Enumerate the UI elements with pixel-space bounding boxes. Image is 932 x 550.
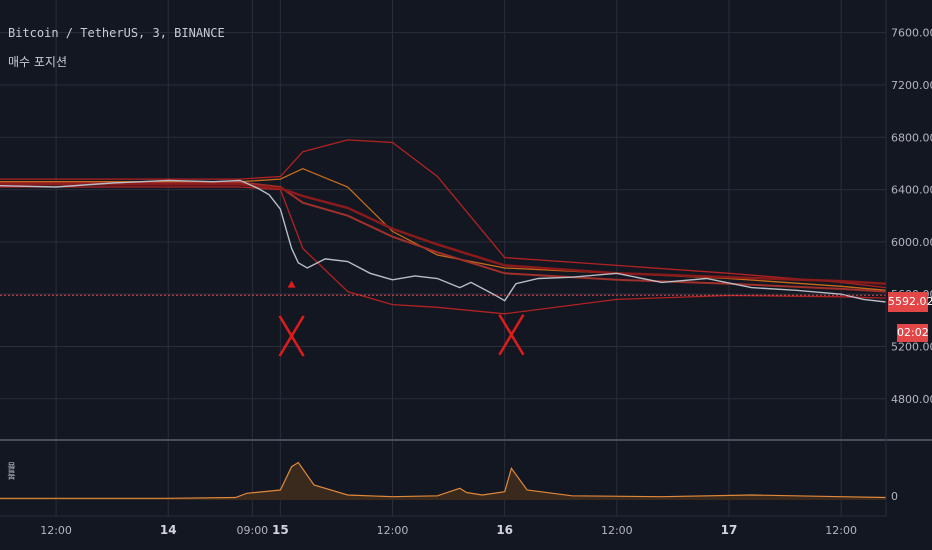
price-series — [0, 179, 887, 303]
series-band-upper — [0, 139, 887, 289]
series-ma-dark — [0, 183, 887, 285]
y-tick-label: 5200.00 — [891, 340, 932, 353]
indicator-title[interactable]: 매수 포지션 — [8, 55, 68, 69]
y-tick-label: 7200.00 — [891, 79, 932, 92]
x-tick-label: 09:00 — [236, 524, 268, 537]
x-tick-label: 17 — [721, 523, 738, 537]
volume-line — [0, 461, 887, 499]
y-tick-label: 6400.00 — [891, 184, 932, 197]
x-tick-label: 14 — [160, 523, 177, 537]
y-tick-label: 6000.00 — [891, 236, 932, 249]
x-axis[interactable]: 12:00 14 09:00 15 12:00 16 12:00 17 12:00 — [40, 523, 857, 537]
y-tick-label: 7600.00 — [891, 27, 932, 40]
x-tick-label: 12:00 — [377, 524, 409, 537]
x-tick-label: 16 — [496, 523, 513, 537]
current-price-tag: 5592.02 — [888, 292, 932, 312]
x-tick-label: 15 — [272, 523, 289, 537]
signal-markers — [278, 280, 525, 357]
buy-signal-marker — [287, 280, 296, 288]
x-marker-stroke — [498, 314, 525, 356]
volume-series — [0, 461, 887, 500]
x-tick-label: 12:00 — [825, 524, 857, 537]
x-tick-label: 12:00 — [601, 524, 633, 537]
volume-axis-label: 0 — [891, 490, 898, 503]
series-price — [0, 179, 887, 303]
x-marker — [278, 315, 305, 357]
y-tick-label: 6800.00 — [891, 131, 932, 144]
countdown-tag: 02:02 — [897, 324, 929, 342]
x-tick-label: 12:00 — [40, 524, 72, 537]
x-marker — [498, 314, 525, 356]
volume-pane-label: 볼륨 — [8, 462, 18, 480]
chart-title[interactable]: Bitcoin / TetherUS, 3, BINANCE — [8, 26, 225, 40]
x-marker-stroke — [278, 315, 305, 357]
y-tick-label: 4800.00 — [891, 393, 932, 406]
